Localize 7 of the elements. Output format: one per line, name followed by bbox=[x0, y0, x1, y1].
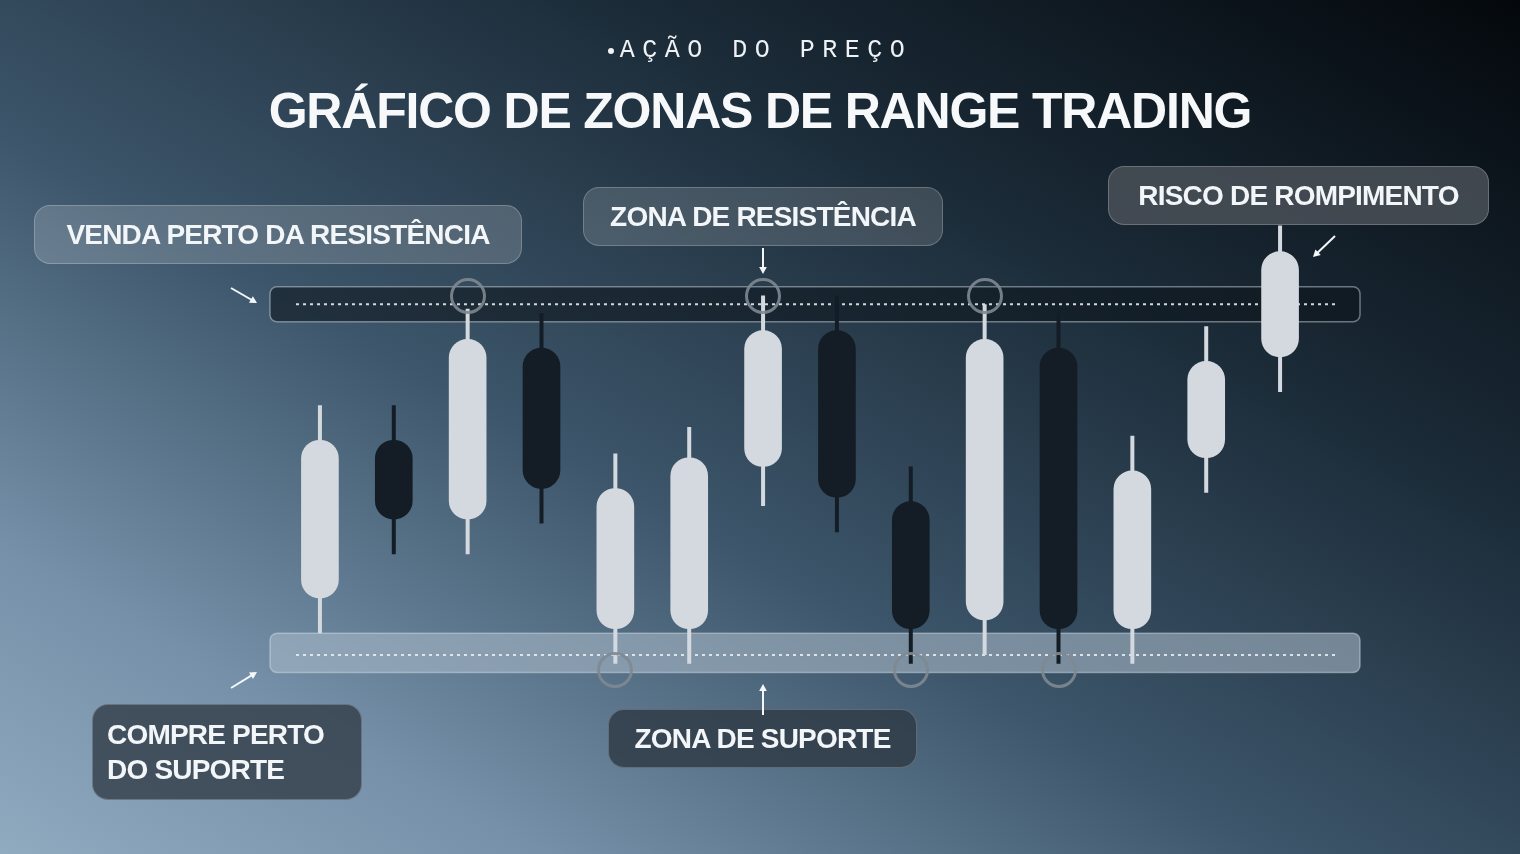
chart-subtitle: AÇÃO DO PREÇO bbox=[619, 34, 913, 67]
band-label: ZONA DE RESISTÊNCIA bbox=[610, 200, 916, 234]
band-label: ZONA DE SUPORTE bbox=[634, 722, 891, 756]
text: RISCO DE ROMPIMENTO bbox=[1138, 179, 1459, 213]
chart-title: GRÁFICO DE ZONAS DE RANGE TRADING bbox=[267, 82, 1253, 141]
annotation: VENDA PERTO DA RESISTÊNCIA bbox=[66, 218, 490, 252]
text: COMPRE PERTO DO SUPORTE bbox=[107, 718, 326, 787]
